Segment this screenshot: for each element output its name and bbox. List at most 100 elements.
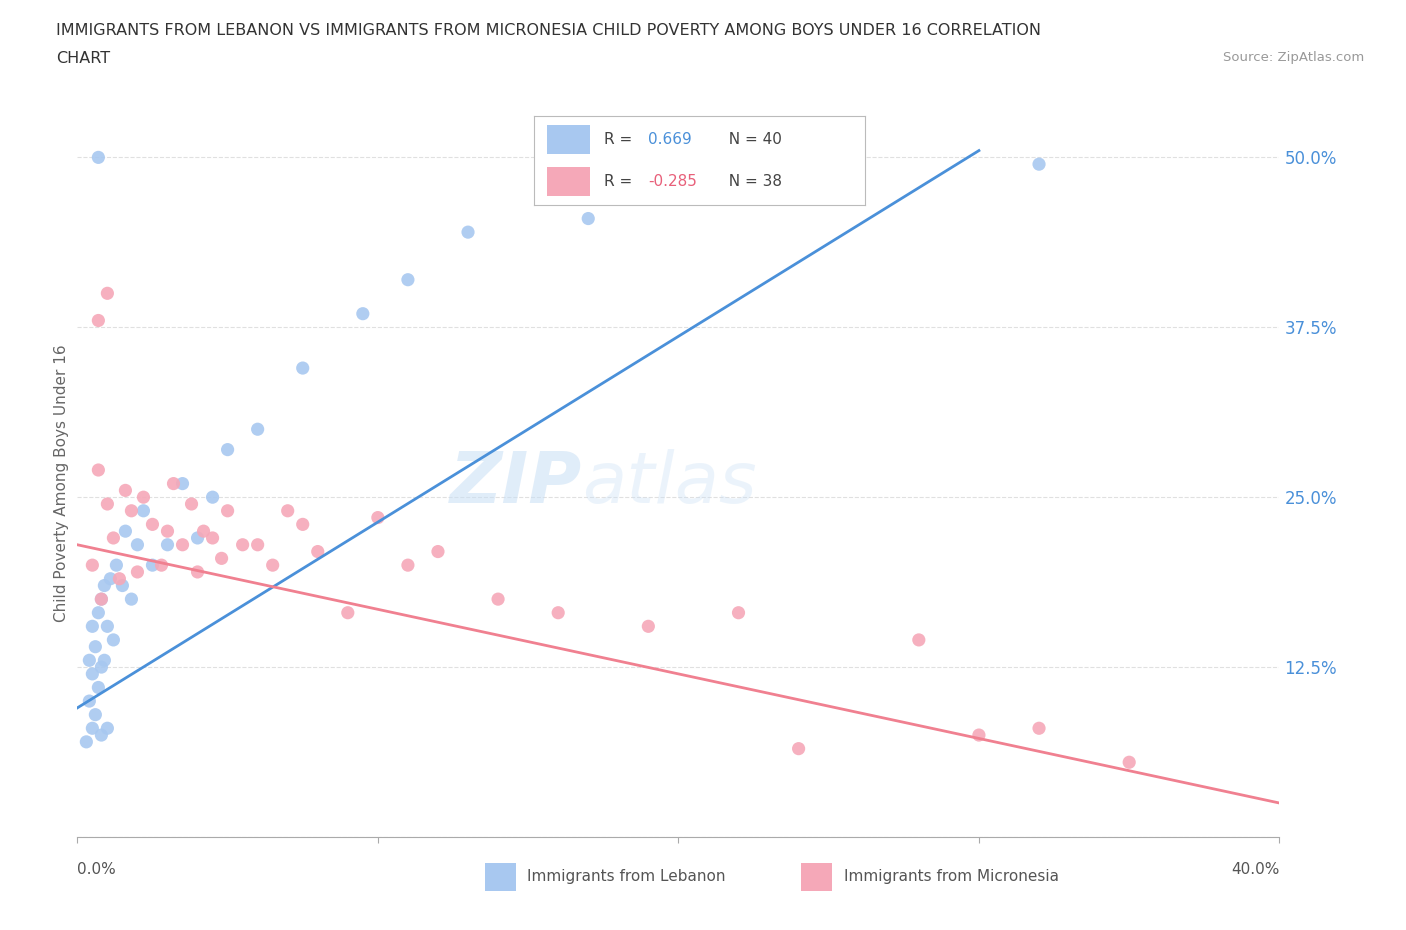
- Point: [1028, 721, 1050, 736]
- Point: [90, 591, 112, 606]
- Point: [87, 313, 110, 328]
- Point: [90, 591, 112, 606]
- Point: [141, 517, 163, 532]
- Point: [637, 618, 659, 633]
- Text: -0.285: -0.285: [648, 174, 697, 189]
- Text: Immigrants from Micronesia: Immigrants from Micronesia: [844, 870, 1059, 884]
- Point: [87, 680, 110, 695]
- Point: [84, 639, 107, 654]
- Point: [291, 361, 314, 376]
- Point: [908, 632, 931, 647]
- Point: [1028, 157, 1050, 172]
- Point: [186, 530, 209, 545]
- Point: [211, 551, 233, 565]
- Point: [120, 503, 142, 518]
- Point: [787, 741, 810, 756]
- Point: [217, 503, 239, 518]
- Point: [697, 184, 720, 199]
- Point: [246, 538, 269, 552]
- Point: [111, 578, 134, 593]
- Point: [79, 653, 101, 668]
- Point: [201, 490, 224, 505]
- Point: [103, 530, 125, 545]
- Text: 0.0%: 0.0%: [77, 862, 117, 877]
- Point: [93, 653, 115, 668]
- Point: [108, 571, 131, 586]
- Point: [82, 667, 104, 682]
- Point: [90, 659, 112, 674]
- Point: [307, 544, 329, 559]
- Point: [75, 735, 97, 750]
- Point: [96, 286, 118, 300]
- Point: [103, 632, 125, 647]
- Point: [127, 565, 149, 579]
- Point: [90, 727, 112, 742]
- Point: [156, 538, 179, 552]
- Point: [180, 497, 202, 512]
- Point: [93, 578, 115, 593]
- Point: [727, 605, 749, 620]
- Text: atlas: atlas: [582, 449, 756, 518]
- Point: [1118, 755, 1140, 770]
- Point: [141, 558, 163, 573]
- Point: [291, 517, 314, 532]
- Point: [352, 306, 374, 321]
- Y-axis label: Child Poverty Among Boys Under 16: Child Poverty Among Boys Under 16: [53, 345, 69, 622]
- Point: [100, 571, 122, 586]
- Text: ZIP: ZIP: [450, 449, 582, 518]
- Point: [120, 591, 142, 606]
- Point: [172, 538, 194, 552]
- Point: [132, 490, 155, 505]
- Point: [967, 727, 990, 742]
- Point: [457, 225, 479, 240]
- Text: 0.669: 0.669: [648, 132, 692, 147]
- Point: [396, 558, 419, 573]
- Point: [547, 605, 569, 620]
- Point: [87, 150, 110, 165]
- Point: [486, 591, 509, 606]
- Point: [186, 565, 209, 579]
- Point: [217, 442, 239, 457]
- Text: Source: ZipAtlas.com: Source: ZipAtlas.com: [1223, 51, 1364, 64]
- Point: [262, 558, 284, 573]
- Point: [82, 721, 104, 736]
- Bar: [547, 166, 591, 196]
- Point: [172, 476, 194, 491]
- Point: [367, 511, 389, 525]
- Point: [150, 558, 173, 573]
- Point: [96, 721, 118, 736]
- Point: [96, 497, 118, 512]
- Point: [193, 524, 215, 538]
- Point: [114, 483, 136, 498]
- Point: [277, 503, 299, 518]
- Point: [427, 544, 450, 559]
- Point: [336, 605, 359, 620]
- Point: [127, 538, 149, 552]
- Point: [87, 605, 110, 620]
- Text: Immigrants from Lebanon: Immigrants from Lebanon: [527, 870, 725, 884]
- Text: N = 40: N = 40: [720, 132, 782, 147]
- Point: [105, 558, 128, 573]
- Point: [848, 150, 870, 165]
- Point: [201, 530, 224, 545]
- Point: [396, 272, 419, 287]
- Point: [114, 524, 136, 538]
- Point: [132, 503, 155, 518]
- Point: [84, 707, 107, 722]
- Text: IMMIGRANTS FROM LEBANON VS IMMIGRANTS FROM MICRONESIA CHILD POVERTY AMONG BOYS U: IMMIGRANTS FROM LEBANON VS IMMIGRANTS FR…: [56, 23, 1042, 38]
- Point: [246, 422, 269, 437]
- Text: CHART: CHART: [56, 51, 110, 66]
- Point: [817, 184, 839, 199]
- Point: [87, 462, 110, 477]
- Text: R =: R =: [603, 174, 637, 189]
- Text: 40.0%: 40.0%: [1232, 862, 1279, 877]
- Point: [82, 618, 104, 633]
- Point: [96, 618, 118, 633]
- Text: R =: R =: [603, 132, 637, 147]
- Point: [156, 524, 179, 538]
- Point: [79, 694, 101, 709]
- Text: N = 38: N = 38: [720, 174, 782, 189]
- Point: [576, 211, 599, 226]
- Point: [232, 538, 254, 552]
- Point: [82, 558, 104, 573]
